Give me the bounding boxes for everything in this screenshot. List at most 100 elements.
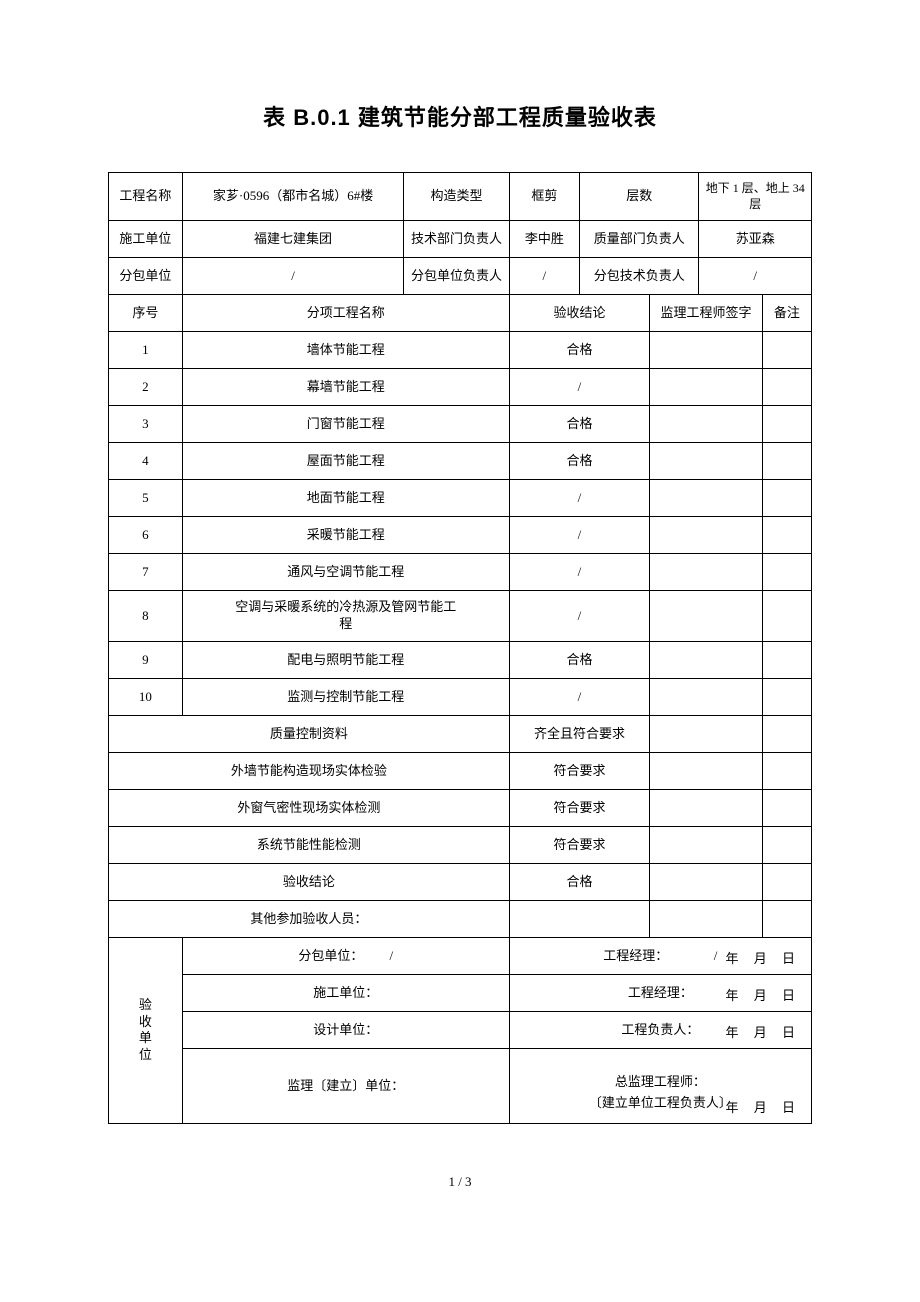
cell-result: 合格 (509, 443, 650, 480)
val-tech-head: 李中胜 (509, 221, 579, 258)
table-row: 5 地面节能工程 / (109, 480, 812, 517)
cell-name: 幕墙节能工程 (182, 369, 509, 406)
table-row: 9 配电与照明节能工程 合格 (109, 641, 812, 678)
cell-remark (762, 517, 811, 554)
signoff-right: 工程负责人： 年 月 日 (509, 1011, 811, 1048)
cell-seq: 6 (109, 517, 183, 554)
cell-name: 地面节能工程 (182, 480, 509, 517)
cell-remark (762, 678, 811, 715)
lbl-construction-unit: 施工单位 (109, 221, 183, 258)
cell-name: 通风与空调节能工程 (182, 554, 509, 591)
lbl-subcontractor: 分包单位 (109, 258, 183, 295)
cell-sign (650, 678, 762, 715)
summary-sign (650, 715, 762, 752)
cell-seq: 4 (109, 443, 183, 480)
summary-row: 系统节能性能检测 符合要求 (109, 826, 812, 863)
cell-sign (650, 369, 762, 406)
val-floors: 地下 1 层、地上 34 层 (699, 173, 812, 221)
val-sub-unit-head: / (509, 258, 579, 295)
cell-sign (650, 591, 762, 642)
cell-sign (650, 406, 762, 443)
val-project-name: 家芗·0596（都市名城）6#楼 (182, 173, 403, 221)
header-row-2: 施工单位 福建七建集团 技术部门负责人 李中胜 质量部门负责人 苏亚森 (109, 221, 812, 258)
other-attendees-remark (762, 900, 811, 937)
cell-remark (762, 480, 811, 517)
lbl-structure-type: 构造类型 (404, 173, 509, 221)
signoff-left: 设计单位： (182, 1011, 509, 1048)
cell-result: / (509, 678, 650, 715)
other-attendees-label: 其他参加验收人员： (109, 900, 510, 937)
summary-sign (650, 752, 762, 789)
other-attendees-value (509, 900, 650, 937)
cell-remark (762, 591, 811, 642)
table-row: 6 采暖节能工程 / (109, 517, 812, 554)
summary-remark (762, 752, 811, 789)
val-quality-head: 苏亚森 (699, 221, 812, 258)
summary-remark (762, 863, 811, 900)
cell-result: / (509, 369, 650, 406)
summary-row: 外窗气密性现场实体检测 符合要求 (109, 789, 812, 826)
summary-label: 外墙节能构造现场实体检验 (109, 752, 510, 789)
summary-sign (650, 863, 762, 900)
summary-row: 外墙节能构造现场实体检验 符合要求 (109, 752, 812, 789)
cell-result: 合格 (509, 332, 650, 369)
signoff-row: 验 收 单 位 分包单位： / 工程经理： / 年 月 日 (109, 937, 812, 974)
signoff-right: 总监理工程师： 〔建立单位工程负责人〕 年 月 日 (509, 1048, 811, 1123)
val-sub-tech-head: / (699, 258, 812, 295)
col-remark: 备注 (762, 295, 811, 332)
val-subcontractor: / (182, 258, 403, 295)
summary-sign (650, 826, 762, 863)
cell-name: 空调与采暖系统的冷热源及管网节能工程 (182, 591, 509, 642)
signoff-left: 施工单位： (182, 974, 509, 1011)
cell-name: 监测与控制节能工程 (182, 678, 509, 715)
cell-name: 配电与照明节能工程 (182, 641, 509, 678)
cell-seq: 7 (109, 554, 183, 591)
cell-sign (650, 443, 762, 480)
signoff-left: 分包单位： / (182, 937, 509, 974)
table-row: 4 屋面节能工程 合格 (109, 443, 812, 480)
other-attendees-sign (650, 900, 762, 937)
table-row: 3 门窗节能工程 合格 (109, 406, 812, 443)
cell-result: / (509, 517, 650, 554)
cell-sign (650, 332, 762, 369)
lbl-quality-head: 质量部门负责人 (579, 221, 699, 258)
lbl-sub-tech-head: 分包技术负责人 (579, 258, 699, 295)
page-number: 1 / 3 (108, 1174, 812, 1190)
col-engineer-sign: 监理工程师签字 (650, 295, 762, 332)
summary-label: 验收结论 (109, 863, 510, 900)
summary-sign (650, 789, 762, 826)
cell-name: 门窗节能工程 (182, 406, 509, 443)
table-row: 1 墙体节能工程 合格 (109, 332, 812, 369)
cell-remark (762, 554, 811, 591)
summary-remark (762, 789, 811, 826)
cell-result: / (509, 480, 650, 517)
summary-remark (762, 715, 811, 752)
cell-remark (762, 332, 811, 369)
signoff-row: 设计单位： 工程负责人： 年 月 日 (109, 1011, 812, 1048)
header-row-1: 工程名称 家芗·0596（都市名城）6#楼 构造类型 框剪 层数 地下 1 层、… (109, 173, 812, 221)
lbl-project-name: 工程名称 (109, 173, 183, 221)
other-attendees-row: 其他参加验收人员： (109, 900, 812, 937)
signoff-row: 监理〔建立〕单位： 总监理工程师： 〔建立单位工程负责人〕 年 月 日 (109, 1048, 812, 1123)
col-result: 验收结论 (509, 295, 650, 332)
cell-seq: 1 (109, 332, 183, 369)
col-item-name: 分项工程名称 (182, 295, 509, 332)
table-row: 8 空调与采暖系统的冷热源及管网节能工程 / (109, 591, 812, 642)
cell-sign (650, 554, 762, 591)
signoff-left: 监理〔建立〕单位： (182, 1048, 509, 1123)
cell-seq: 9 (109, 641, 183, 678)
summary-remark (762, 826, 811, 863)
cell-remark (762, 641, 811, 678)
date-placeholder: 年 月 日 (725, 1100, 801, 1117)
cell-sign (650, 517, 762, 554)
cell-remark (762, 443, 811, 480)
val-construction-unit: 福建七建集团 (182, 221, 403, 258)
cell-name: 墙体节能工程 (182, 332, 509, 369)
table-row: 10 监测与控制节能工程 / (109, 678, 812, 715)
signoff-right: 工程经理： / 年 月 日 (509, 937, 811, 974)
date-placeholder: 年 月 日 (725, 988, 801, 1005)
cell-seq: 2 (109, 369, 183, 406)
cell-seq: 3 (109, 406, 183, 443)
header-row-3: 分包单位 / 分包单位负责人 / 分包技术负责人 / (109, 258, 812, 295)
cell-seq: 5 (109, 480, 183, 517)
